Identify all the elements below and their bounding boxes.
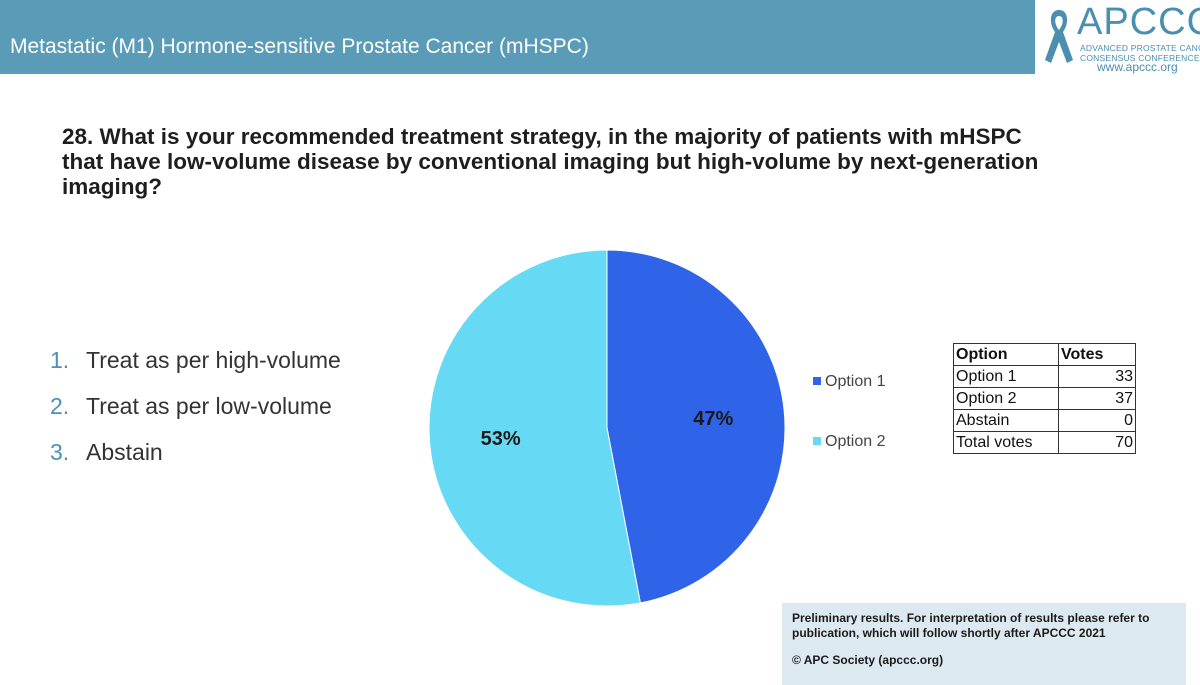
legend-label: Option 2	[825, 433, 886, 450]
votes-cell: 0	[1058, 409, 1136, 432]
column-header-option: Option	[953, 343, 1059, 366]
votes-cell: 70	[1058, 431, 1136, 454]
answer-option: 1. Treat as per high-volume	[50, 345, 341, 391]
logo-subtitle-2: CONSENSUS CONFERENCE	[1080, 53, 1200, 63]
votes-cell: 33	[1058, 365, 1136, 388]
logo-name: APCCC	[1077, 1, 1200, 43]
ribbon-icon	[1045, 10, 1073, 63]
option-cell: Option 2	[953, 387, 1059, 410]
pie-slice-option-2	[428, 249, 641, 607]
disclaimer-text: Preliminary results. For interpretation …	[792, 611, 1150, 640]
votes-table: Option Votes Option 1 33 Option 2 37 Abs…	[953, 343, 1136, 454]
legend-swatch	[813, 377, 821, 385]
pie-slice-option-1	[606, 249, 786, 604]
answer-option-label: Abstain	[86, 439, 163, 465]
logo-subtitle-1: ADVANCED PROSTATE CANCER	[1080, 43, 1200, 53]
answer-option-label: Treat as per high-volume	[86, 347, 341, 373]
column-header-votes: Votes	[1058, 343, 1136, 366]
votes-cell: 37	[1058, 387, 1136, 410]
disclaimer-box: Preliminary results. For interpretation …	[782, 603, 1186, 685]
table-row: Total votes 70	[953, 431, 1136, 454]
legend-item: Option 2	[813, 433, 885, 493]
table-row: Option 1 33	[953, 365, 1136, 388]
answer-options-list: 1. Treat as per high-volume 2. Treat as pe…	[50, 345, 341, 483]
slide-title: Metastatic (M1) Hormone-sensitive Prosta…	[10, 35, 589, 58]
option-cell: Option 1	[953, 365, 1059, 388]
apccc-logo: APCCC ADVANCED PROSTATE CANCER CONSENSUS…	[1035, 0, 1200, 74]
pie-data-label: 47%	[693, 408, 733, 430]
table-row: Option 2 37	[953, 387, 1136, 410]
legend-label: Option 1	[825, 373, 886, 390]
pie-data-label: 53%	[481, 428, 521, 450]
answer-option-number: 2.	[50, 393, 70, 419]
header-bar: Metastatic (M1) Hormone-sensitive Prosta…	[0, 0, 1035, 74]
legend-item: Option 1	[813, 373, 885, 433]
question-text: 28. What is your recommended treatment s…	[62, 124, 1039, 199]
chart-legend: Option 1 Option 2	[813, 373, 885, 493]
answer-option-number: 1.	[50, 347, 70, 373]
option-cell: Abstain	[953, 409, 1059, 432]
copyright-text: © APC Society (apccc.org)	[792, 653, 944, 667]
answer-option-label: Treat as per low-volume	[86, 393, 332, 419]
legend-swatch	[813, 437, 821, 445]
table-row: Abstain 0	[953, 409, 1136, 432]
logo-url: www.apccc.org	[1097, 60, 1178, 74]
answer-option-number: 3.	[50, 439, 70, 465]
table-header-row: Option Votes	[953, 343, 1136, 366]
answer-option: 3. Abstain	[50, 437, 341, 483]
answer-option: 2. Treat as per low-volume	[50, 391, 341, 437]
option-cell: Total votes	[953, 431, 1059, 454]
